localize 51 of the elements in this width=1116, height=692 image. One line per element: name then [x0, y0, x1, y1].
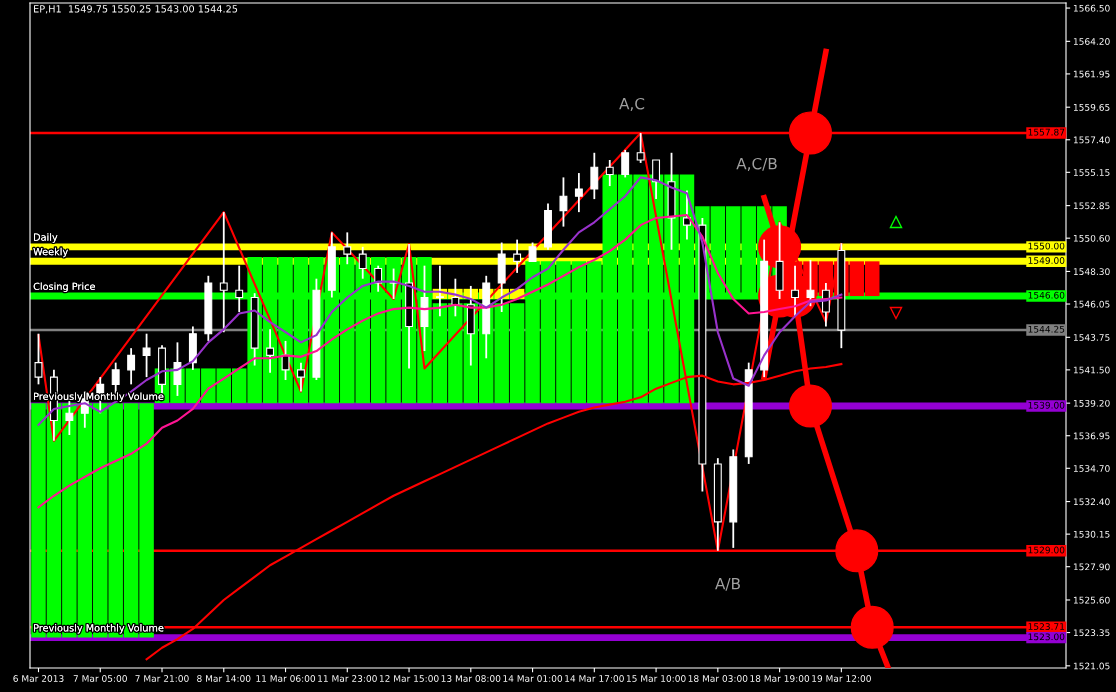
x-tick-label: 14 Mar 01:00: [503, 675, 563, 682]
y-tick-label: 1548.30: [1073, 268, 1110, 276]
annotation: A/B: [715, 578, 740, 591]
x-tick-label: 11 Mar 06:00: [256, 675, 316, 682]
x-tick-label: 13 Mar 08:00: [441, 675, 501, 682]
x-tick-label: 18 Mar 03:00: [688, 675, 748, 682]
y-tick-label: 1521.05: [1073, 662, 1110, 670]
ref-line-label: 1523.00: [1028, 633, 1065, 641]
y-tick-label: 1530.15: [1073, 530, 1110, 538]
y-tick-label: 1550.60: [1073, 234, 1110, 242]
ref-line-label: 1529.00: [1028, 546, 1065, 554]
x-tick-label: 14 Mar 17:00: [565, 675, 624, 682]
y-tick-label: 1539.20: [1073, 399, 1110, 407]
x-tick-label: 6 Mar 2013: [13, 675, 64, 682]
y-tick-label: 1566.50: [1073, 4, 1110, 12]
y-tick-label: 1546.05: [1073, 300, 1110, 308]
x-tick-label: 18 Mar 19:00: [750, 675, 810, 682]
x-tick-label: 11 Mar 23:00: [318, 675, 377, 682]
y-tick-label: 1552.85: [1073, 202, 1110, 210]
y-tick-label: 1559.65: [1073, 103, 1110, 111]
ref-line-label: 1523.71: [1028, 623, 1065, 630]
ref-line-label: 1549.00: [1028, 257, 1065, 264]
y-tick-label: 1541.50: [1073, 366, 1110, 374]
x-tick-label: 7 Mar 21:00: [135, 675, 189, 682]
x-tick-label: 8 Mar 14:00: [197, 675, 251, 682]
annotation: Weekly: [33, 247, 68, 258]
ref-line-label: 1539.00: [1028, 401, 1065, 409]
annotation: Closing Price: [33, 282, 95, 292]
y-tick-label: 1523.35: [1073, 629, 1110, 637]
y-tick-label: 1564.20: [1073, 38, 1110, 45]
x-tick-label: 12 Mar 15:00: [379, 675, 439, 682]
x-tick-label: 15 Mar 10:00: [626, 675, 686, 682]
chart-title: EP,H1 1549.75 1550.25 1543.00 1544.25: [34, 5, 238, 14]
y-tick-label: 1555.15: [1073, 169, 1110, 176]
x-tick-label: 7 Mar 05:00: [73, 675, 127, 682]
y-tick-label: 1536.95: [1073, 432, 1110, 440]
y-tick-label: 1561.95: [1073, 70, 1110, 78]
y-tick-label: 1543.75: [1073, 334, 1110, 341]
annotation: Daily: [34, 233, 58, 243]
y-tick-label: 1557.40: [1073, 136, 1110, 144]
y-tick-label: 1532.40: [1073, 498, 1110, 506]
y-tick-label: 1527.90: [1073, 563, 1110, 571]
annotation: A,C/B: [736, 157, 777, 171]
y-tick-label: 1525.60: [1073, 596, 1110, 604]
annotation: A,C: [619, 97, 645, 111]
ref-line-label: 1544.25: [1028, 325, 1065, 333]
ref-line-label: 1557.87: [1028, 128, 1065, 136]
x-tick-label: 19 Mar 12:00: [812, 675, 871, 682]
ref-line-label: 1546.60: [1028, 291, 1065, 299]
ref-line-label: 1550.00: [1028, 242, 1065, 250]
y-tick-label: 1534.70: [1073, 465, 1110, 472]
